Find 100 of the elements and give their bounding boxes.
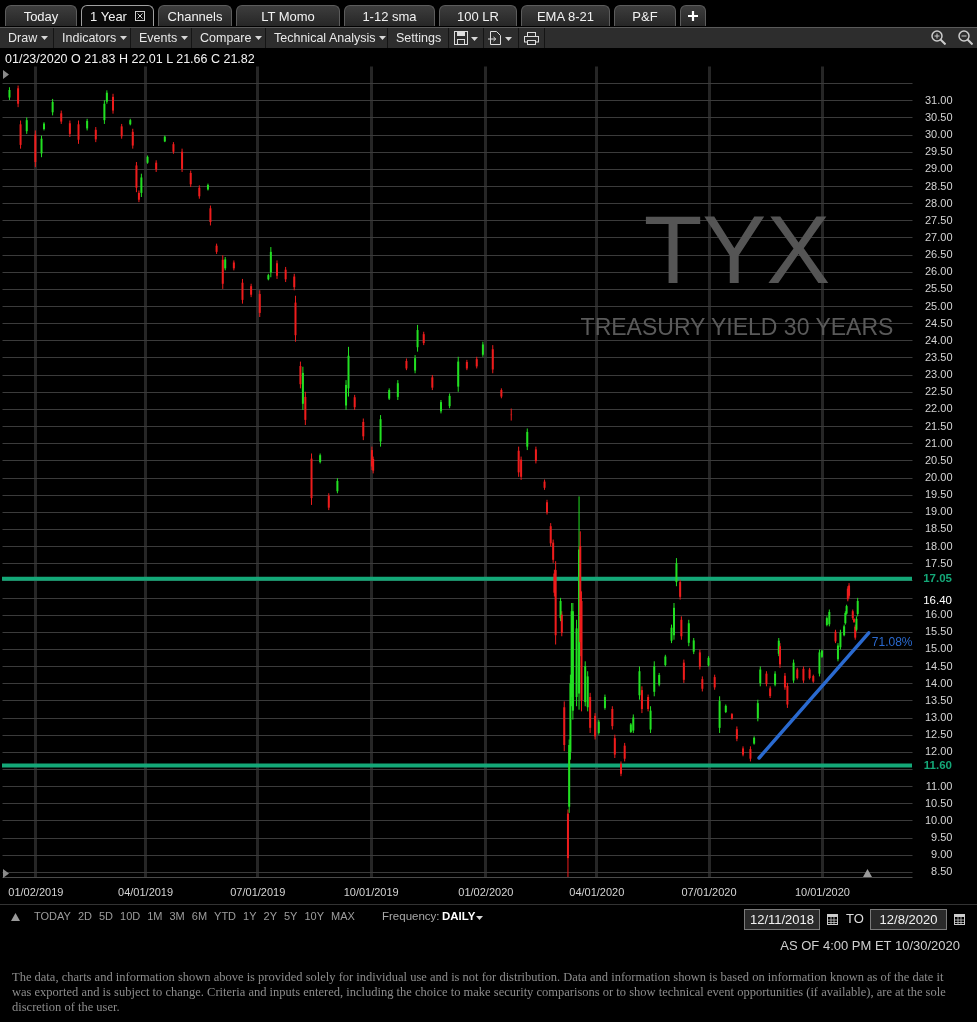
y-tick-label: 15.00 xyxy=(924,642,953,655)
candlestick xyxy=(379,414,382,448)
text: 01/23/2020 O 21.83 H 22.01 L 21.66 C 21.82 xyxy=(5,52,255,66)
y-tick-label: 29.50 xyxy=(924,145,953,158)
text: TO xyxy=(846,911,864,926)
y-tick-label: 23.00 xyxy=(924,368,953,381)
y-tick-label: 24.00 xyxy=(924,333,953,346)
x-tick-label: 07/01/2019 xyxy=(230,885,286,898)
candlestick xyxy=(682,659,685,684)
y-tick-label: 23.50 xyxy=(924,350,953,363)
candlestick xyxy=(679,579,682,601)
y-tick-label: 22.50 xyxy=(924,385,953,398)
y-tick-label: 30.50 xyxy=(924,110,953,123)
candlestick xyxy=(414,354,417,374)
y-tick-label: 10.50 xyxy=(924,796,953,809)
ref-line-label: 17.05 xyxy=(923,571,953,584)
candlestick xyxy=(698,649,701,671)
candlestick xyxy=(517,446,520,478)
y-tick-label: 12.50 xyxy=(924,728,953,741)
candlestick xyxy=(594,712,597,740)
y-tick-label: 20.00 xyxy=(924,471,953,483)
y-tick-label: 25.00 xyxy=(924,299,953,312)
y-tick-label: 13.50 xyxy=(924,693,953,706)
date-field: 12/11/2018 xyxy=(744,909,820,930)
candlestick xyxy=(396,379,399,401)
y-tick-label: 8.50 xyxy=(931,865,953,878)
x-tick-label: 10/01/2019 xyxy=(343,885,399,898)
tab: Today xyxy=(5,5,77,26)
candlestick xyxy=(42,121,45,131)
tab: 100 LR xyxy=(439,5,517,26)
candlestick xyxy=(276,259,278,280)
annotation: 71.08% xyxy=(871,634,913,649)
candlestick xyxy=(17,85,20,108)
y-tick-label: 12.00 xyxy=(924,745,953,758)
y-tick-label: 18.50 xyxy=(924,522,953,535)
candlestick xyxy=(649,705,652,734)
y-tick-label: 30.00 xyxy=(924,128,953,141)
candlestick xyxy=(140,173,143,198)
y-tick-label: 21.50 xyxy=(924,419,953,432)
ref-line-label: 11.60 xyxy=(923,758,952,771)
candlestick xyxy=(611,705,614,731)
x-tick-label: 04/01/2019 xyxy=(118,885,174,898)
x-tick-label: 10/01/2020 xyxy=(794,885,850,898)
candlestick xyxy=(491,344,494,374)
candlestick xyxy=(241,278,244,305)
y-tick-label: 22.00 xyxy=(924,402,953,415)
candlestick xyxy=(77,120,80,145)
y-tick-label: 16.00 xyxy=(924,608,953,621)
y-tick-label: 28.50 xyxy=(924,179,953,192)
text: DAILY xyxy=(442,910,476,922)
y-tick-label: 26.00 xyxy=(924,265,953,278)
y-tick-label: 19.50 xyxy=(924,488,953,501)
tab: Channels xyxy=(158,5,232,26)
candlestick xyxy=(19,120,22,150)
text: The data, charts and information shown above is provided solely for individual use and is not for distribution. Data and information shown is based on information known as of the date it was exported and is subject to change. Criteria and inputs entered, including the choice to make security comparisons or to show technical event opportunities (if available), are at the sole discretion of the user. xyxy=(12,970,947,1015)
tab: P&F xyxy=(614,5,676,26)
tab: 1 Year xyxy=(81,5,154,26)
y-tick-label: 21.00 xyxy=(924,436,953,449)
text: Indicators xyxy=(62,31,117,45)
text: TREASURY YIELD 30 YEARS xyxy=(580,314,894,340)
y-tick-label: 17.50 xyxy=(924,556,953,569)
y-tick-label: 10.00 xyxy=(924,813,953,826)
x-tick-label: 07/01/2020 xyxy=(681,885,737,898)
candlestick xyxy=(40,135,43,158)
x-tick-label: 04/01/2020 xyxy=(569,885,625,898)
x-tick-label: 01/02/2020 xyxy=(458,885,514,898)
tab: LT Momo xyxy=(236,5,340,26)
y-tick-label: 18.00 xyxy=(924,539,953,552)
candlestick xyxy=(756,699,759,722)
candlestick xyxy=(416,324,419,353)
text: Compare xyxy=(200,31,252,45)
y-tick-label: 29.00 xyxy=(924,162,953,175)
y-tick-label: 26.50 xyxy=(924,248,953,261)
y-tick-label: 28.00 xyxy=(924,196,953,209)
candlestick xyxy=(613,734,616,759)
candlestick xyxy=(546,499,548,516)
candlestick xyxy=(181,148,184,173)
candlestick xyxy=(856,597,859,617)
text: Frequency: xyxy=(382,910,440,922)
y-tick-label: 14.50 xyxy=(924,659,953,672)
y-tick-label: 24.50 xyxy=(924,316,953,329)
text: Technical Analysis xyxy=(274,31,376,45)
candlestick xyxy=(258,289,261,318)
x-tick-label: 01/02/2019 xyxy=(8,885,64,898)
candlestick xyxy=(269,246,272,278)
y-tick-label: 27.00 xyxy=(924,230,953,243)
y-tick-label: 25.50 xyxy=(924,282,953,295)
y-tick-label: 14.00 xyxy=(924,676,953,689)
y-tick-label: 9.00 xyxy=(931,848,953,861)
candlestick xyxy=(672,602,675,641)
text: Settings xyxy=(396,31,442,45)
candlestick xyxy=(680,615,683,641)
y-tick-label: 27.50 xyxy=(924,213,953,226)
candlestick xyxy=(299,361,302,389)
candlestick xyxy=(131,128,134,150)
y-tick-label: 20.50 xyxy=(924,453,953,466)
candlestick xyxy=(638,665,641,701)
y-tick-label: 9.50 xyxy=(931,831,953,844)
candlestick xyxy=(687,619,690,647)
tab: EMA 8-21 xyxy=(521,5,610,26)
